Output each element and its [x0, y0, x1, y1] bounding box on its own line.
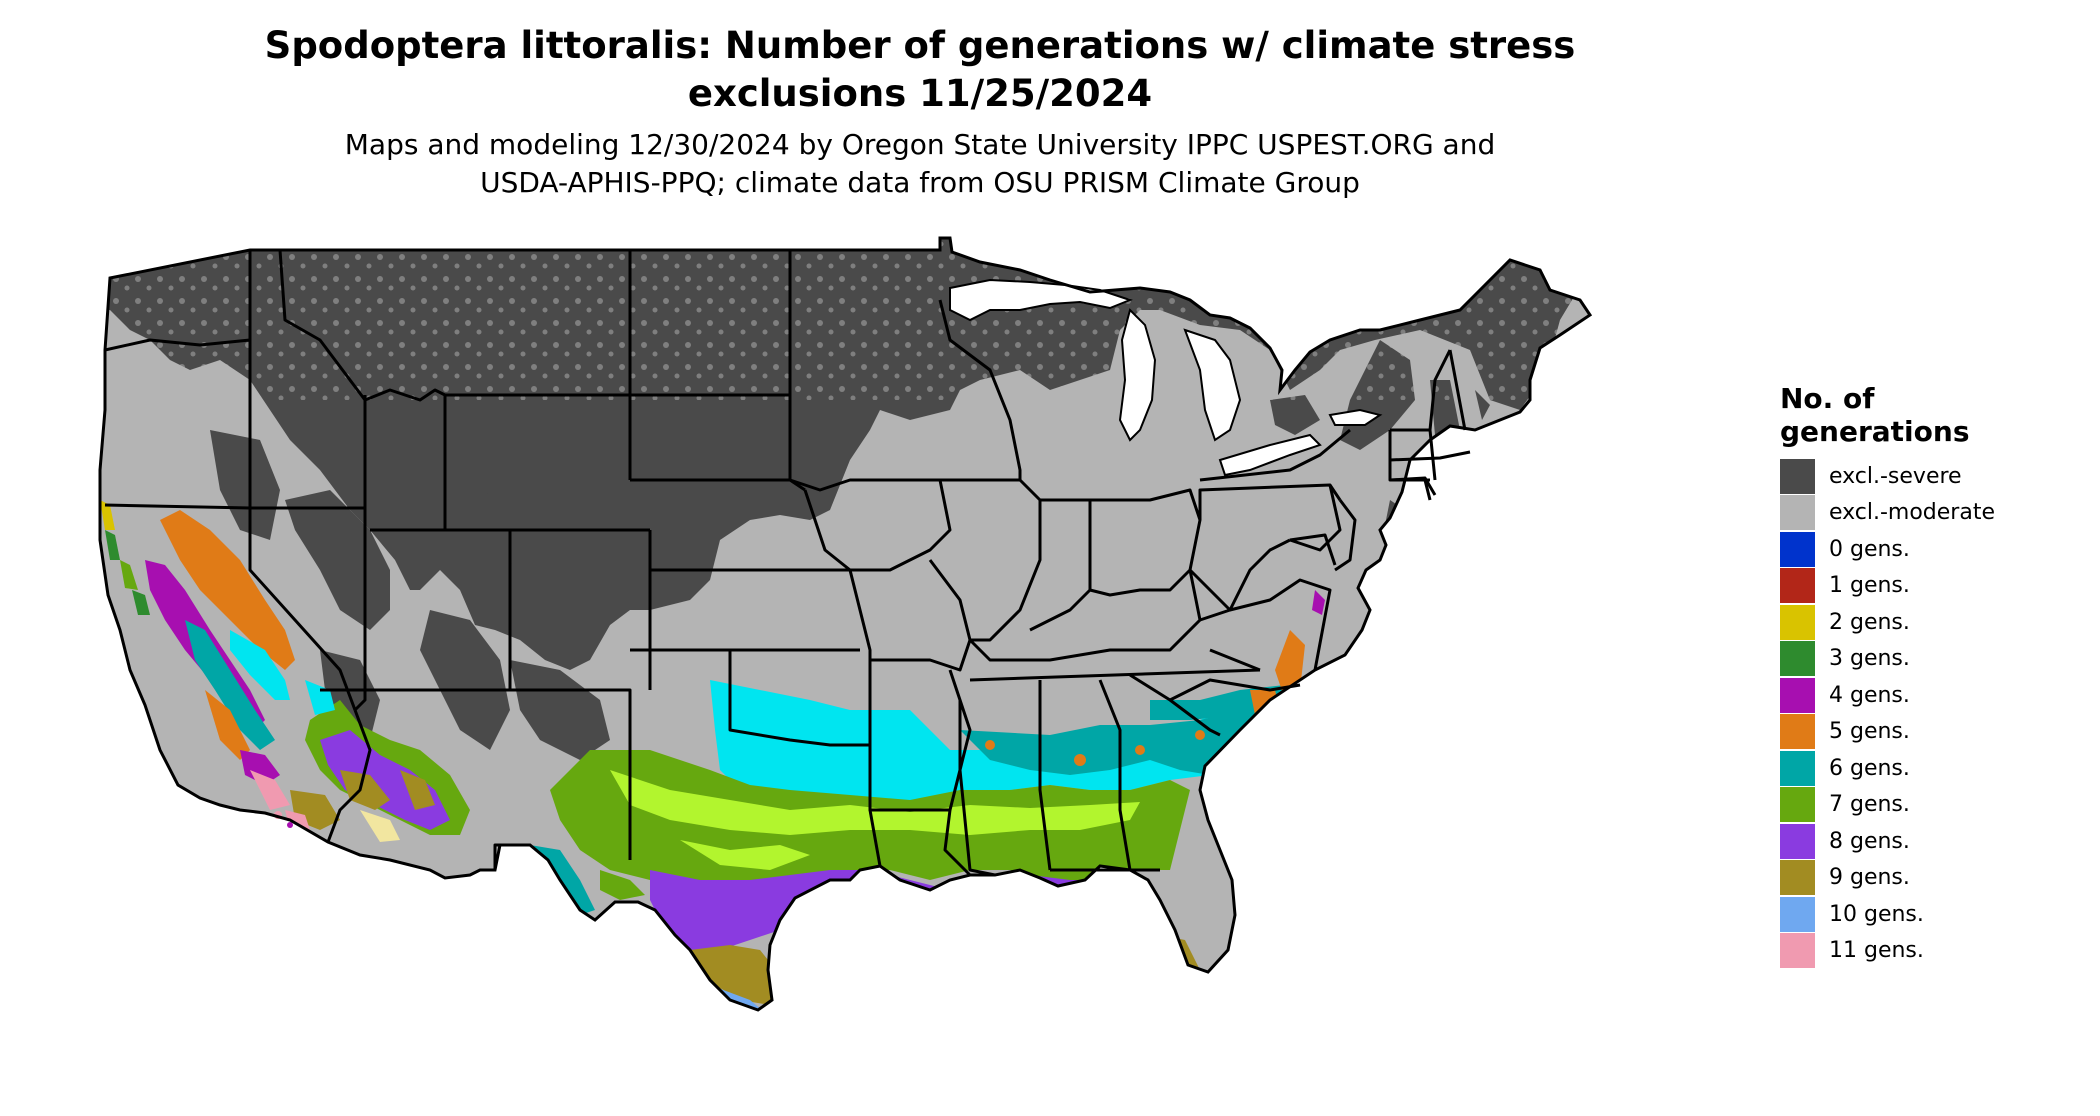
- legend-swatch: [1780, 860, 1815, 896]
- legend-swatch: [1780, 787, 1815, 823]
- legend-label: 7 gens.: [1829, 792, 1910, 818]
- legend-title: No. of generations: [1780, 382, 2080, 448]
- coastal-fringe: [100, 500, 293, 828]
- map-subtitle-line2: USDA-APHIS-PPQ; climate data from OSU PR…: [480, 166, 1360, 199]
- legend-item: 8 gens.: [1780, 823, 2080, 860]
- legend-item: 6 gens.: [1780, 750, 2080, 787]
- legend-swatch: [1780, 458, 1815, 494]
- legend-label: 8 gens.: [1829, 828, 1910, 854]
- legend-item: excl.-severe: [1780, 458, 2080, 495]
- legend-label: 3 gens.: [1829, 646, 1910, 672]
- legend-item: 9 gens.: [1780, 860, 2080, 897]
- land-fill: [100, 238, 1590, 1010]
- legend-label: 10 gens.: [1829, 901, 1924, 927]
- legend-label: 0 gens.: [1829, 536, 1910, 562]
- legend-swatch: [1780, 677, 1815, 713]
- legend-item: excl.-moderate: [1780, 495, 2080, 532]
- legend-label: 11 gens.: [1829, 938, 1924, 964]
- map-canvas: [98, 236, 1593, 1012]
- legend-item: 7 gens.: [1780, 787, 2080, 824]
- legend-swatch: [1780, 933, 1815, 969]
- legend-swatch: [1780, 823, 1815, 859]
- legend-label: 1 gens.: [1829, 573, 1910, 599]
- legend-item: 1 gens.: [1780, 568, 2080, 605]
- legend-item: 4 gens.: [1780, 677, 2080, 714]
- map-title-line2: exclusions 11/25/2024: [687, 72, 1153, 115]
- map-title-line1: Spodoptera littoralis: Number of generat…: [264, 24, 1576, 67]
- legend-swatch: [1780, 495, 1815, 531]
- legend-title-line1: No. of: [1780, 382, 1875, 415]
- legend-label: 4 gens.: [1829, 682, 1910, 708]
- legend-items: excl.-severe excl.-moderate 0 gens. 1 gens.…: [1780, 458, 2080, 969]
- state-boundaries: [104, 249, 1471, 877]
- legend-swatch: [1780, 750, 1815, 786]
- map-subtitle: Maps and modeling 12/30/2024 by Oregon S…: [130, 126, 1710, 202]
- legend-swatch: [1780, 604, 1815, 640]
- legend-label: excl.-moderate: [1829, 500, 1995, 526]
- legend-swatch: [1780, 531, 1815, 567]
- us-outline: [98, 236, 1593, 1012]
- legend-swatch: [1780, 896, 1815, 932]
- legend-item: 5 gens.: [1780, 714, 2080, 751]
- legend-item: 11 gens.: [1780, 933, 2080, 970]
- legend-item: 2 gens.: [1780, 604, 2080, 641]
- legend-label: 9 gens.: [1829, 865, 1910, 891]
- legend-label: excl.-severe: [1829, 463, 1962, 489]
- legend-item: 0 gens.: [1780, 531, 2080, 568]
- legend-swatch: [1780, 714, 1815, 750]
- legend: No. of generations excl.-severe excl.-mod…: [1780, 382, 2080, 969]
- legend-swatch: [1780, 641, 1815, 677]
- map-title: Spodoptera littoralis: Number of generat…: [130, 22, 1710, 118]
- us-generations-map: [90, 230, 1770, 1114]
- legend-label: 5 gens.: [1829, 719, 1910, 745]
- legend-swatch: [1780, 568, 1815, 604]
- legend-item: 10 gens.: [1780, 896, 2080, 933]
- legend-label: 2 gens.: [1829, 609, 1910, 635]
- legend-title-line2: generations: [1780, 415, 1970, 448]
- legend-item: 3 gens.: [1780, 641, 2080, 678]
- map-subtitle-line1: Maps and modeling 12/30/2024 by Oregon S…: [344, 128, 1496, 161]
- legend-label: 6 gens.: [1829, 755, 1910, 781]
